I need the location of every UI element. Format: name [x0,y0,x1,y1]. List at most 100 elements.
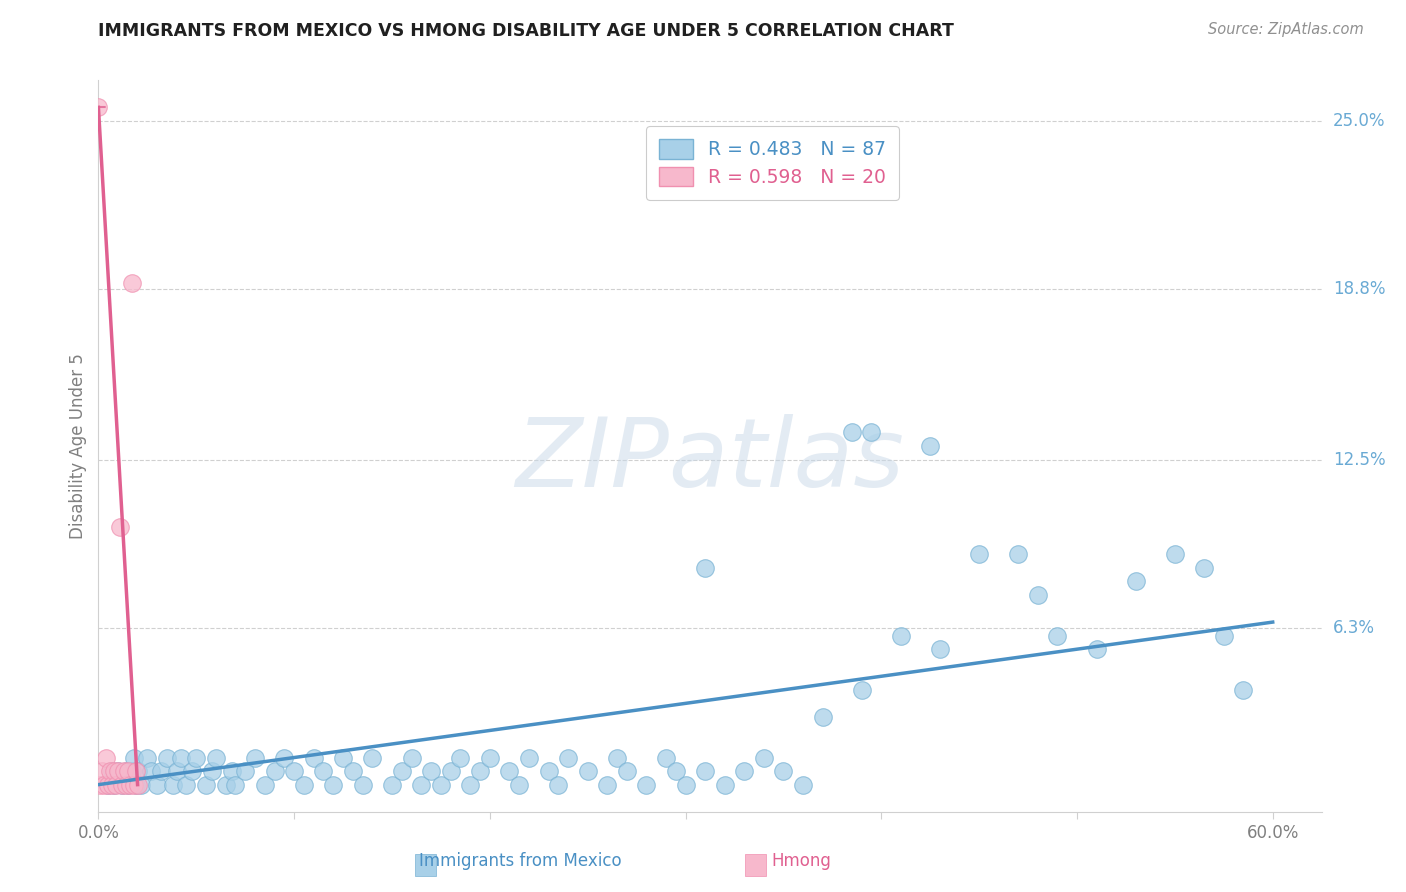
Point [107,764,129,778]
Point [401,750,423,764]
Point [114,764,136,778]
Point [214,778,236,792]
Point [772,764,794,778]
Point [111,778,134,792]
Y-axis label: Disability Age Under 5: Disability Age Under 5 [69,353,87,539]
Point [576,764,599,778]
Point [127,764,149,778]
Point [124,764,146,778]
Point [792,778,814,792]
Point [606,750,628,764]
Point [860,425,883,440]
Point [616,764,638,778]
Point [89,778,111,792]
Point [713,778,735,792]
Point [733,764,755,778]
Point [450,750,472,764]
Text: IMMIGRANTS FROM MEXICO VS HMONG DISABILITY AGE UNDER 5 CORRELATION CHART: IMMIGRANTS FROM MEXICO VS HMONG DISABILI… [98,22,955,40]
Point [97,778,120,792]
Point [93,778,115,792]
Point [101,764,124,778]
Point [87,100,110,114]
Point [967,547,990,561]
Point [1192,561,1215,575]
Point [103,778,125,792]
Point [411,778,433,792]
Point [176,778,198,792]
Point [352,778,374,792]
Point [201,764,224,778]
Point [695,764,717,778]
Point [156,750,179,764]
Point [420,764,443,778]
Point [458,778,481,792]
Point [243,750,266,764]
Point [150,764,173,778]
Point [98,764,121,778]
Point [181,764,204,778]
Point [96,750,118,764]
Point [91,764,114,778]
Point [430,778,453,792]
Point [391,764,413,778]
Point [233,764,256,778]
Point [468,764,491,778]
Point [186,750,208,764]
Point [118,778,141,792]
Point [162,778,184,792]
Point [478,750,501,764]
Point [508,778,530,792]
Point [322,778,344,792]
Point [117,778,139,792]
Point [263,764,285,778]
Point [1046,629,1069,643]
Point [596,778,619,792]
Point [117,764,139,778]
Point [1164,547,1187,561]
Point [1212,629,1234,643]
Text: 18.8%: 18.8% [1333,280,1385,298]
Point [1007,547,1029,561]
Point [381,778,404,792]
Point [224,778,246,792]
Point [695,561,717,575]
Point [97,778,120,792]
Point [811,710,834,724]
Point [675,778,697,792]
Point [122,778,145,792]
Point [851,682,873,697]
Legend: R = 0.483   N = 87, R = 0.598   N = 20: R = 0.483 N = 87, R = 0.598 N = 20 [645,127,898,200]
Point [107,764,129,778]
Point [127,778,149,792]
Point [122,750,145,764]
Point [292,778,315,792]
Point [195,778,218,792]
Point [890,629,912,643]
Text: Immigrants from Mexico: Immigrants from Mexico [419,852,621,870]
Point [169,750,191,764]
Point [655,750,678,764]
Point [221,764,243,778]
Point [342,764,364,778]
Text: 6.3%: 6.3% [1333,618,1375,637]
Text: Hmong: Hmong [772,852,831,870]
Point [1232,682,1254,697]
Point [136,750,159,764]
Point [332,750,354,764]
Point [121,277,143,291]
Text: 12.5%: 12.5% [1333,450,1385,468]
Point [920,439,942,453]
Point [141,764,163,778]
Point [547,778,569,792]
Point [1125,574,1147,589]
Point [517,750,540,764]
Point [121,764,143,778]
Point [636,778,658,792]
Point [283,764,305,778]
Point [361,750,384,764]
Point [253,778,276,792]
Point [146,778,169,792]
Point [114,778,136,792]
Point [665,764,688,778]
Point [131,778,153,792]
